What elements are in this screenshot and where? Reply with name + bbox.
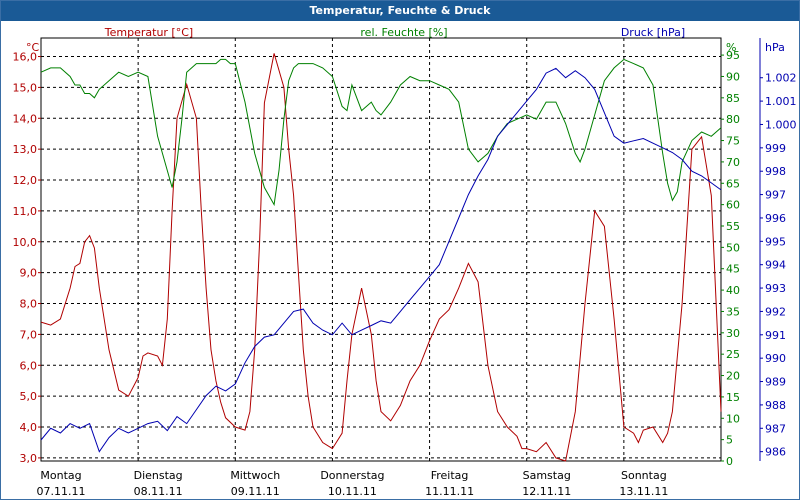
pressure-tick-label: 1.002 (765, 72, 797, 85)
x-tick-label-date: 09.11.11 (231, 485, 280, 498)
temperature-tick-label: 14,0 (13, 112, 38, 125)
pressure-tick-label: 997 (765, 189, 786, 202)
humidity-tick-label: 90 (726, 70, 740, 83)
x-tick-label-day: Dienstag (134, 469, 183, 482)
x-tick-label-day: Montag (40, 469, 81, 482)
humidity-tick-label: 85 (726, 92, 740, 105)
pressure-tick-label: 998 (765, 165, 786, 178)
humidity-tick-label: 25 (726, 348, 740, 361)
temperature-tick-label: 13,0 (13, 143, 38, 156)
temperature-tick-label: 5,0 (20, 390, 38, 403)
temperature-tick-label: 9,0 (20, 267, 38, 280)
pressure-unit-label: hPa (765, 41, 785, 54)
humidity-tick-label: 0 (726, 455, 733, 468)
temperature-tick-label: 10,0 (13, 236, 38, 249)
pressure-tick-label: 1.000 (765, 118, 797, 131)
temperature-tick-label: 4,0 (20, 421, 38, 434)
pressure-tick-label: 989 (765, 376, 786, 389)
humidity-tick-label: 15 (726, 391, 740, 404)
x-tick-label-day: Sonntag (621, 469, 667, 482)
humidity-tick-label: 30 (726, 327, 740, 340)
temperature-tick-label: 16,0 (13, 51, 38, 64)
humidity-tick-label: 35 (726, 305, 740, 318)
chart-title: Temperatur, Feuchte & Druck (1, 1, 799, 21)
humidity-tick-label: 70 (726, 156, 740, 169)
temperature-tick-label: 15,0 (13, 81, 38, 94)
x-tick-label-day: Donnerstag (320, 469, 384, 482)
x-tick-label-day: Freitag (431, 469, 469, 482)
x-tick-label-day: Samstag (523, 469, 571, 482)
pressure-tick-label: 986 (765, 446, 786, 459)
x-tick-label-date: 12.11.11 (522, 485, 571, 498)
pressure-tick-label: 992 (765, 305, 786, 318)
x-tick-label-date: 08.11.11 (134, 485, 183, 498)
temperature-tick-label: 8,0 (20, 298, 38, 311)
pressure-tick-label: 990 (765, 352, 786, 365)
humidity-tick-label: 45 (726, 263, 740, 276)
humidity-tick-label: 5 (726, 434, 733, 447)
pressure-tick-label: 993 (765, 282, 786, 295)
plot-area-frame (40, 37, 722, 462)
humidity-tick-label: 75 (726, 135, 740, 148)
x-tick-label-day: Mittwoch (230, 469, 280, 482)
x-tick-label-date: 07.11.11 (37, 485, 86, 498)
temperature-tick-label: 6,0 (20, 359, 38, 372)
humidity-tick-label: 55 (726, 220, 740, 233)
temperature-tick-label: 3,0 (20, 452, 38, 465)
pressure-tick-label: 1.001 (765, 95, 797, 108)
x-tick-label-date: 11.11.11 (425, 485, 474, 498)
humidity-tick-label: 60 (726, 199, 740, 212)
pressure-tick-label: 996 (765, 212, 786, 225)
humidity-tick-label: 20 (726, 370, 740, 383)
pressure-tick-label: 995 (765, 235, 786, 248)
pressure-tick-label: 991 (765, 329, 786, 342)
series-line-temperature (40, 53, 722, 462)
pressure-tick-label: 999 (765, 142, 786, 155)
temperature-tick-label: 11,0 (13, 205, 38, 218)
humidity-axis-label: rel. Feuchte [%] (360, 26, 447, 39)
x-tick-label-date: 10.11.11 (328, 485, 377, 498)
humidity-unit-label: % (726, 41, 736, 54)
temperature-tick-label: 7,0 (20, 328, 38, 341)
temperature-tick-label: 12,0 (13, 174, 38, 187)
humidity-tick-label: 40 (726, 284, 740, 297)
pressure-tick-label: 988 (765, 399, 786, 412)
humidity-tick-label: 65 (726, 177, 740, 190)
pressure-tick-label: 987 (765, 422, 786, 435)
series-line-pressure (40, 67, 722, 453)
x-tick-label-date: 13.11.11 (619, 485, 668, 498)
humidity-tick-label: 80 (726, 113, 740, 126)
humidity-tick-label: 95 (726, 49, 740, 62)
pressure-tick-label: 994 (765, 259, 786, 272)
series-line-humidity (40, 58, 722, 207)
pressure-axis-label: Druck [hPa] (621, 26, 685, 39)
temperature-axis-label: Temperatur [°C] (104, 26, 193, 39)
temperature-unit-label: °C (26, 41, 40, 54)
humidity-tick-label: 10 (726, 412, 740, 425)
humidity-tick-label: 50 (726, 241, 740, 254)
